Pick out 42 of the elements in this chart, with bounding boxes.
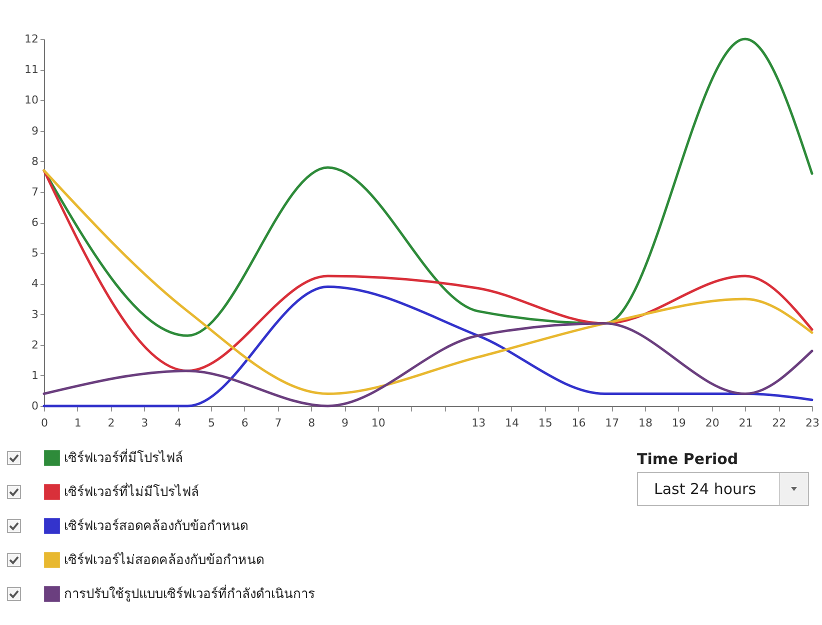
legend-label: เซิร์ฟเวอร์สอดคล้องกับข้อกำหนด <box>64 518 248 534</box>
y-tick-label: 2 <box>32 338 38 352</box>
y-tick-label: 10 <box>24 94 38 107</box>
x-tick-label: 20 <box>705 416 720 430</box>
x-tick-label: 0 <box>41 416 48 430</box>
x-tick-label: 21 <box>738 416 753 430</box>
y-tick-label: 4 <box>32 277 38 290</box>
x-tick-label: 8 <box>308 416 316 430</box>
x-tick-label: 15 <box>538 416 552 430</box>
y-tick-label: 1 <box>32 368 38 382</box>
legend-label: เซิร์ฟเวอร์ที่ไม่มีโปรไฟล์ <box>64 483 199 500</box>
x-tick-label: 23 <box>806 416 820 430</box>
y-tick-label: 6 <box>32 216 38 229</box>
y-tick-label: 8 <box>32 154 38 168</box>
legend-label: การปรับใช้รูปแบบเซิร์ฟเวอร์ที่กำลังดำเนินการ <box>64 585 315 602</box>
x-tick-label: 9 <box>342 416 349 430</box>
y-tick-label: 5 <box>32 246 38 260</box>
x-tick-label: 18 <box>638 416 653 430</box>
x-tick-label: 14 <box>504 416 519 430</box>
text: Time Period <box>637 450 738 468</box>
x-tick-label: 1 <box>74 416 82 430</box>
y-tick-label: 0 <box>32 400 38 412</box>
x-tick-label: 7 <box>274 416 282 430</box>
x-tick-label: 2 <box>108 416 115 430</box>
x-tick-label: 19 <box>672 416 686 430</box>
x-tick-label: 13 <box>472 416 486 430</box>
x-tick-label: 16 <box>572 416 586 430</box>
legend-label: เซิร์ฟเวอร์ที่มีโปรไฟล์ <box>64 449 183 466</box>
x-tick-label: 6 <box>241 416 248 430</box>
x-tick-label: 22 <box>772 416 786 430</box>
y-tick-label: 9 <box>32 124 38 138</box>
y-tick-label: 12 <box>24 32 38 46</box>
x-tick-label: 4 <box>174 416 182 430</box>
y-tick-label: 7 <box>32 185 38 198</box>
x-tick-label: 10 <box>371 416 386 430</box>
x-tick-label: 3 <box>141 416 148 430</box>
x-tick-label: 5 <box>208 416 215 430</box>
y-tick-label: 3 <box>32 308 38 321</box>
y-tick-label: 11 <box>24 63 38 76</box>
dropdown: Last 24 hours <box>637 472 809 506</box>
x-tick-label: 17 <box>605 416 620 430</box>
legend-label: เซิร์ฟเวอร์ไม่สอดคล้องกับข้อกำหนด <box>64 552 264 568</box>
